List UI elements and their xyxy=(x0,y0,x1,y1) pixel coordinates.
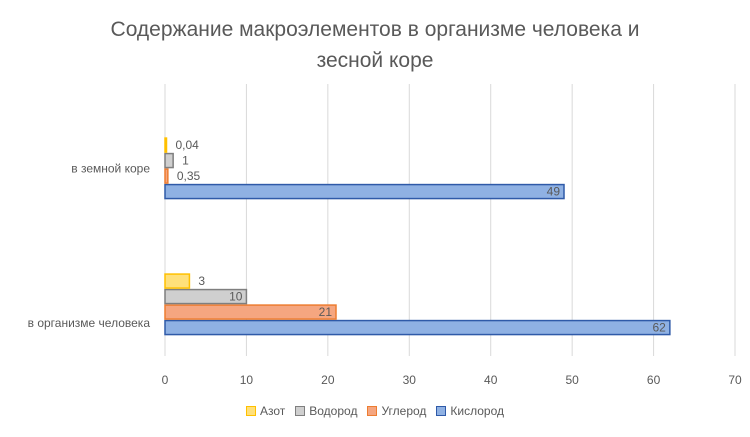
legend-swatch xyxy=(295,406,306,416)
legend-item: Кислород xyxy=(436,404,504,418)
x-tick-label: 20 xyxy=(321,373,335,387)
legend-label: Азот xyxy=(259,404,286,418)
data-label: 21 xyxy=(319,305,333,319)
x-tick-label: 30 xyxy=(403,373,417,387)
data-label: 3 xyxy=(198,274,205,288)
legend: Азот Водород Углерод Кислород xyxy=(0,404,750,419)
x-tick-label: 0 xyxy=(162,373,169,387)
legend-label: Углерод xyxy=(381,404,427,418)
x-tick-label: 40 xyxy=(484,373,498,387)
data-label: 0,35 xyxy=(177,169,201,183)
legend-label: Кислород xyxy=(450,404,505,418)
data-label: 1 xyxy=(182,154,189,168)
x-tick-label: 10 xyxy=(240,373,254,387)
legend-item: Водород xyxy=(295,404,357,418)
legend-swatch xyxy=(436,406,447,416)
legend-swatch xyxy=(367,406,378,416)
legend-item: Углерод xyxy=(367,404,426,418)
data-label: 62 xyxy=(652,321,666,335)
bar xyxy=(164,168,169,184)
x-tick-label: 50 xyxy=(565,373,579,387)
bar xyxy=(164,304,337,320)
bar xyxy=(164,183,565,200)
legend-swatch xyxy=(245,406,256,416)
data-label: 0,04 xyxy=(176,138,200,152)
x-tick-label: 70 xyxy=(728,373,742,387)
chart-title-line-1: Содержание макроэлементов в организме че… xyxy=(110,18,640,41)
category-label: в организме человека xyxy=(28,316,151,330)
data-label: 49 xyxy=(547,185,561,199)
data-label: 10 xyxy=(229,290,243,304)
category-label: в земной коре xyxy=(71,161,150,175)
bar xyxy=(164,273,191,289)
bar xyxy=(164,319,671,336)
bar xyxy=(164,137,168,153)
bar xyxy=(164,152,174,169)
legend-item: Азот xyxy=(245,404,286,418)
legend-label: Водород xyxy=(309,404,358,418)
bar xyxy=(164,288,248,305)
x-tick-label: 60 xyxy=(647,373,661,387)
chart-title: Содержание макроэлементов в организме че… xyxy=(0,14,750,76)
chart-title-line-2: зесной коре xyxy=(316,49,434,72)
